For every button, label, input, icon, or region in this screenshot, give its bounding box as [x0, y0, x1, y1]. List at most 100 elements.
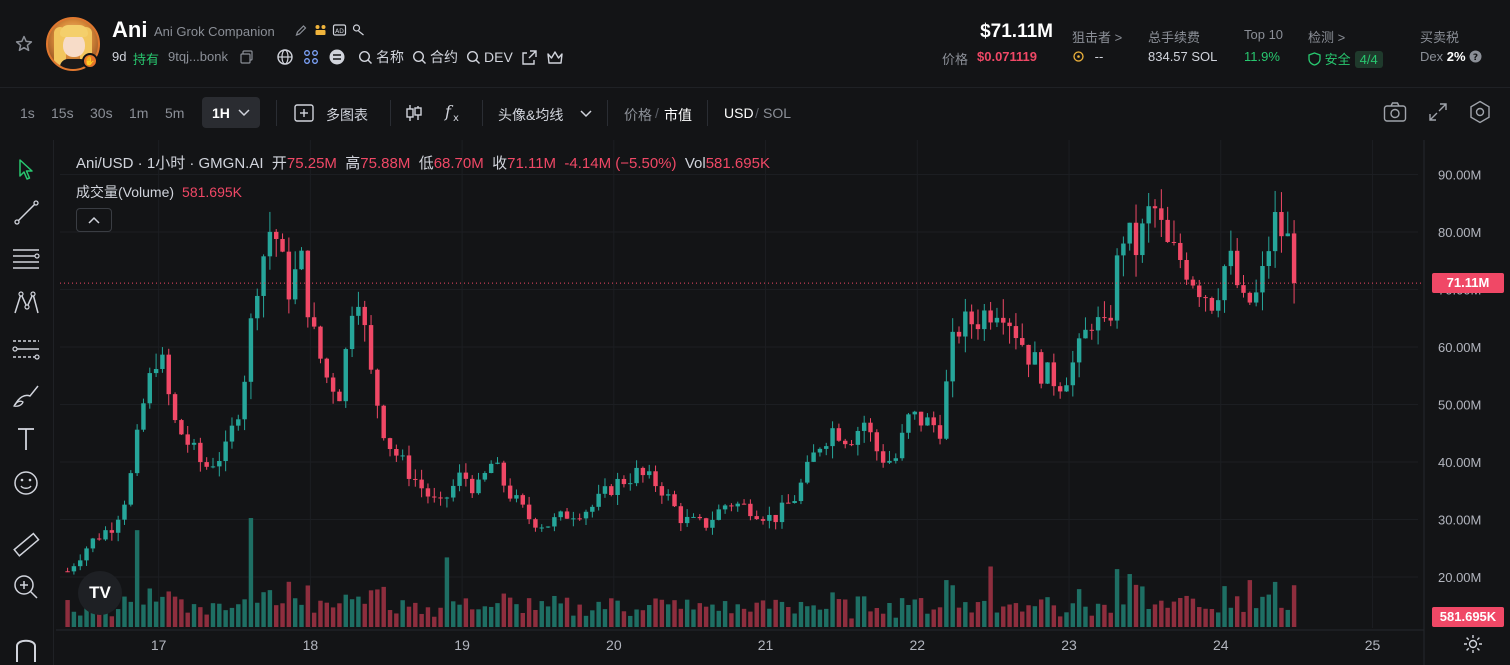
multi-chart-button[interactable]: 多图表	[326, 107, 368, 123]
token-header: ✋ Ani Ani Grok Companion AD 9d 持有 9tqj..…	[0, 0, 1510, 88]
top10-label: Top 10	[1244, 27, 1284, 42]
menu-circle-icon[interactable]	[328, 48, 346, 66]
add-chart-icon[interactable]	[294, 104, 314, 122]
edit-icon[interactable]	[294, 23, 309, 37]
help-icon[interactable]: ?	[1469, 50, 1482, 63]
volume-bar	[153, 601, 159, 627]
star-icon[interactable]	[14, 34, 34, 54]
mcap-toggle[interactable]: 市值	[664, 107, 692, 123]
volume-bar	[1247, 580, 1253, 627]
volume-bar	[861, 596, 867, 627]
magnet-icon[interactable]	[10, 632, 42, 662]
volume-bar	[824, 608, 829, 627]
volume-bar	[754, 602, 759, 627]
collapse-legend-button[interactable]	[76, 208, 112, 232]
candle-body	[1171, 241, 1177, 243]
candle-body	[1089, 329, 1094, 331]
volume-bar	[463, 598, 469, 627]
volume-bar	[982, 600, 987, 627]
candle-body	[375, 369, 380, 406]
timeframe-1s[interactable]: 1s	[20, 105, 35, 121]
settings-icon[interactable]	[1468, 100, 1492, 124]
volume-bar	[1146, 608, 1151, 627]
copy-icon[interactable]	[240, 50, 254, 64]
globe-icon[interactable]	[276, 48, 294, 66]
text-tool-icon[interactable]	[10, 424, 42, 454]
brush-icon[interactable]	[10, 380, 42, 410]
candle-body	[311, 317, 317, 327]
holders-link[interactable]: 持有	[133, 52, 160, 67]
volume-bar	[318, 600, 323, 627]
volume-bar	[482, 606, 488, 627]
snipers-label[interactable]: 狙击者 >	[1072, 30, 1123, 45]
search-name-link[interactable]: 名称	[358, 47, 404, 67]
volume-bar	[349, 599, 355, 627]
sol-toggle[interactable]: SOL	[763, 105, 792, 121]
candle-body	[413, 478, 418, 480]
volume-bar	[526, 598, 532, 627]
search-dev-link[interactable]: DEV	[466, 49, 513, 65]
timeframe-selector[interactable]: 1H	[202, 97, 260, 128]
chart-settings-icon[interactable]	[1462, 633, 1484, 655]
share-icon[interactable]	[521, 49, 538, 66]
candle-body	[918, 411, 924, 426]
timeframe-15s[interactable]: 15s	[51, 105, 74, 121]
candle-body	[1184, 260, 1189, 280]
volume-bar	[223, 610, 228, 627]
candle-body	[937, 425, 943, 439]
volume-bar	[78, 615, 83, 627]
chevron-down-icon[interactable]	[580, 110, 592, 118]
candle-body	[994, 317, 1000, 323]
timeframe-1m[interactable]: 1m	[129, 105, 149, 121]
price-value: $0.071119	[977, 49, 1038, 64]
volume-bar	[488, 606, 494, 627]
candle-body	[602, 486, 608, 494]
candle-body	[166, 354, 171, 395]
volume-bar	[571, 615, 576, 627]
zoom-in-icon[interactable]	[10, 572, 42, 602]
volume-bar	[387, 610, 393, 627]
volume-bar	[1032, 606, 1038, 627]
audit-label[interactable]: 检测 >	[1308, 30, 1346, 45]
candle-body	[1222, 266, 1227, 301]
candle-body	[1260, 266, 1265, 293]
timeframe-30s[interactable]: 30s	[90, 105, 113, 121]
candle-type-icon[interactable]	[404, 103, 424, 123]
candle-body	[659, 486, 665, 496]
price-toggle[interactable]: 价格	[624, 107, 652, 123]
candle-body	[1020, 338, 1025, 345]
volume-bar	[779, 601, 785, 627]
volume-bar	[469, 609, 475, 627]
tradingview-logo[interactable]: TV	[78, 571, 122, 615]
contract-address[interactable]: 9tqj...bonk	[168, 49, 228, 64]
volume-bar	[1234, 596, 1240, 627]
horizontal-lines-icon[interactable]	[10, 244, 42, 274]
token-avatar[interactable]	[46, 17, 100, 71]
trendline-icon[interactable]	[10, 198, 42, 228]
candle-body	[868, 422, 873, 433]
pattern-icon[interactable]	[10, 288, 42, 318]
usd-toggle[interactable]: USD	[724, 105, 754, 121]
volume-bar	[583, 615, 589, 627]
market-cap: $71.11M	[980, 21, 1053, 42]
ruler-icon[interactable]	[10, 530, 42, 560]
camera-icon[interactable]	[1383, 101, 1407, 123]
candle-body	[735, 503, 740, 507]
fullscreen-icon[interactable]	[1428, 102, 1448, 122]
cursor-icon[interactable]	[10, 154, 42, 184]
emoji-icon[interactable]	[10, 468, 42, 498]
volume-bar	[729, 613, 734, 627]
volume-bar	[1216, 612, 1221, 627]
fib-icon[interactable]	[10, 334, 42, 364]
volume-bar	[204, 614, 209, 627]
search-contract-link[interactable]: 合约	[412, 47, 458, 67]
timeframe-5m[interactable]: 5m	[165, 105, 185, 121]
volume-title: 成交量(Volume)	[76, 184, 175, 200]
community-icon[interactable]	[302, 48, 320, 66]
active-timeframe: 1H	[212, 105, 230, 121]
avatar-ma-dropdown[interactable]: 头像&均线	[498, 107, 564, 123]
crown-icon[interactable]	[546, 49, 564, 66]
candle-body	[419, 479, 424, 489]
candle-body	[1064, 385, 1069, 392]
